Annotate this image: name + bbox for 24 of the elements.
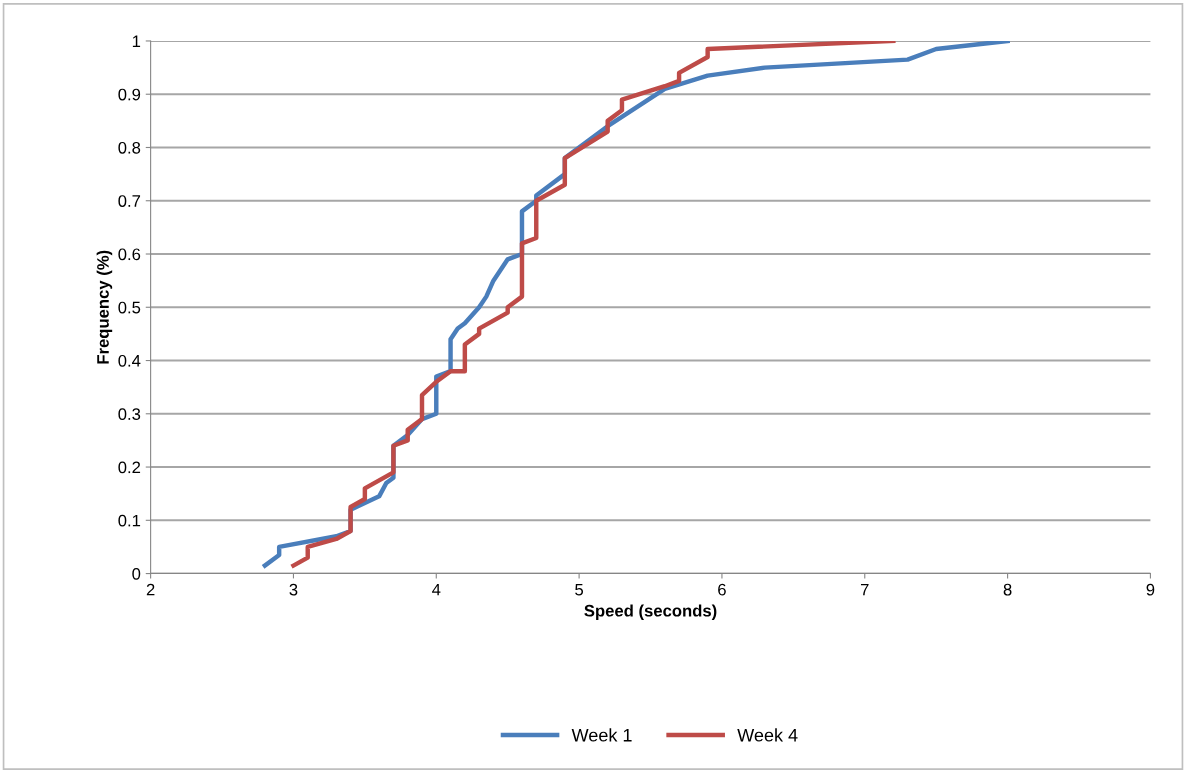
legend-label: Week 1 — [571, 728, 632, 742]
y-tick-label: 0.8 — [118, 141, 141, 154]
x-tick-label: 4 — [432, 583, 441, 596]
y-tick-label: 0 — [132, 567, 141, 580]
y-tick-label: 0.6 — [118, 248, 141, 261]
x-tick-label: 9 — [1146, 583, 1155, 596]
x-tick-label: 7 — [860, 583, 869, 596]
y-axis-title: Frequency (%) — [96, 250, 113, 364]
legend-label: Week 4 — [737, 728, 798, 742]
x-tick-label: 8 — [1003, 583, 1012, 596]
y-tick-label: 0.9 — [118, 88, 141, 101]
y-tick-label: 0.5 — [118, 301, 141, 314]
x-tick-label: 5 — [575, 583, 584, 596]
x-axis-title: Speed (seconds) — [584, 604, 717, 620]
y-tick-label: 1 — [132, 35, 141, 48]
x-tick-label: 3 — [289, 583, 298, 596]
y-tick-label: 0.3 — [118, 408, 141, 420]
y-tick-label: 0.4 — [118, 354, 141, 367]
y-tick-label: 0.2 — [118, 461, 141, 474]
y-tick-label: 0.1 — [118, 514, 141, 527]
line-series — [291, 40, 896, 568]
y-tick-label: 0.7 — [118, 195, 141, 207]
x-tick-label: 2 — [146, 583, 155, 596]
x-tick-label: 6 — [718, 583, 726, 596]
